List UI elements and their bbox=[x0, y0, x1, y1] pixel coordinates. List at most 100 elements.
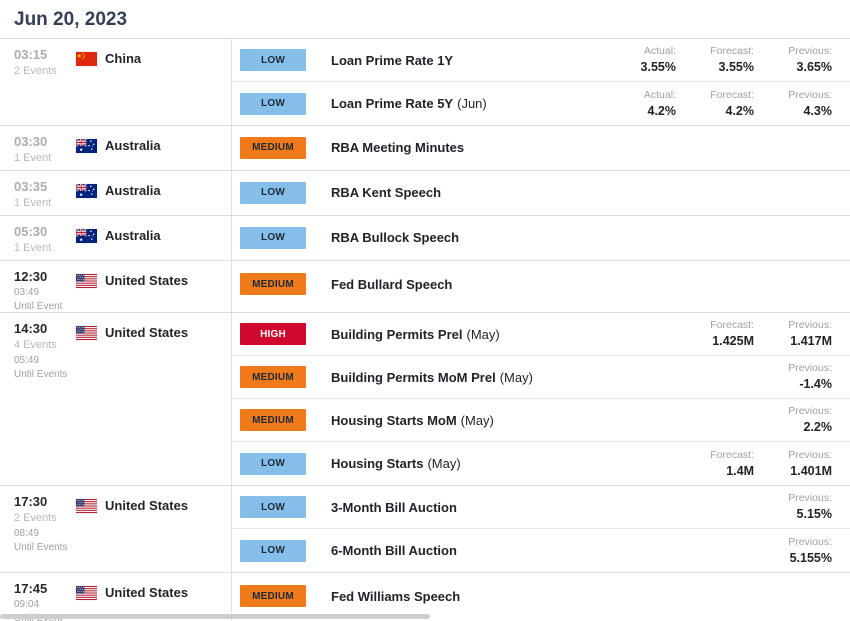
event-name: RBA Kent Speech bbox=[331, 185, 442, 200]
country-name: Australia bbox=[105, 228, 161, 243]
event-row[interactable]: MEDIUM Building Permits MoM Prel (May) Pr… bbox=[232, 356, 850, 399]
event-values: Forecast: 1.425M Previous: 1.417M bbox=[676, 319, 850, 349]
impact-badge-low: LOW bbox=[240, 496, 306, 518]
previous-value: Previous: 1.401M bbox=[788, 448, 832, 478]
event-name: Loan Prime Rate 5Y (Jun) bbox=[331, 96, 487, 111]
impact-badge-medium: MEDIUM bbox=[240, 273, 306, 295]
time-group-1430: 14:30 4 Events 05:49 Until Events United… bbox=[0, 313, 850, 486]
event-values: Previous: -1.4% bbox=[754, 362, 850, 392]
australia-flag-icon bbox=[76, 184, 97, 198]
event-row[interactable]: MEDIUM Housing Starts MoM (May) Previous:… bbox=[232, 399, 850, 442]
title-divider bbox=[0, 38, 850, 39]
events-count: 4 Events bbox=[14, 339, 57, 351]
country-block: Australia bbox=[76, 216, 161, 260]
forecast-value: Forecast: 3.55% bbox=[710, 45, 754, 74]
event-values: Actual: 4.2% Forecast: 4.2% Previous: 4.3% bbox=[598, 89, 850, 119]
event-values: Previous: 5.15% bbox=[754, 492, 850, 522]
forecast-value: Forecast: 1.4M bbox=[710, 448, 754, 478]
united-states-flag-icon bbox=[76, 586, 97, 600]
event-time: 12:30 bbox=[14, 269, 48, 284]
impact-badge-medium: MEDIUM bbox=[240, 366, 306, 388]
time-block: 14:30 4 Events 05:49 Until Events bbox=[0, 313, 76, 485]
time-group-0335: 03:35 1 Event Australia LOW RBA Kent Spe… bbox=[0, 171, 850, 216]
event-name: 3-Month Bill Auction bbox=[331, 499, 457, 515]
page-title: Jun 20, 2023 bbox=[14, 9, 128, 30]
event-row[interactable]: LOW RBA Kent Speech bbox=[232, 171, 850, 214]
country-block: United States bbox=[76, 573, 188, 621]
event-name: 6-Month Bill Auction bbox=[331, 543, 457, 558]
time-block: 12:30 03:49 Until Event bbox=[0, 261, 76, 312]
event-name: Fed Williams Speech bbox=[331, 588, 461, 604]
events-count: 1 Event bbox=[14, 242, 52, 254]
country-block: United States bbox=[76, 313, 188, 485]
event-row[interactable]: LOW Loan Prime Rate 5Y (Jun) Actual: 4.2% … bbox=[232, 82, 850, 125]
time-block: 03:35 1 Event bbox=[0, 171, 76, 215]
impact-badge-low: LOW bbox=[240, 49, 306, 71]
countdown-timer: 05:49 bbox=[14, 355, 40, 366]
countdown-label: Until Events bbox=[14, 542, 68, 553]
event-row[interactable]: LOW RBA Bullock Speech bbox=[232, 216, 850, 259]
impact-badge-low: LOW bbox=[240, 226, 306, 249]
united-states-flag-icon bbox=[76, 499, 97, 513]
previous-value: Previous: 5.15% bbox=[788, 492, 832, 521]
actual-value: Actual: 3.55% bbox=[640, 45, 676, 74]
event-values: Previous: 2.2% bbox=[754, 405, 850, 435]
event-values: Previous: 5.155% bbox=[754, 536, 850, 566]
time-group-1230: 12:30 03:49 Until Event United States ME… bbox=[0, 261, 850, 313]
horizontal-scrollbar[interactable] bbox=[0, 614, 850, 619]
event-row[interactable]: LOW Housing Starts (May) Forecast: 1.4M Pr… bbox=[232, 442, 850, 485]
country-name: United States bbox=[105, 498, 189, 513]
country-block: China bbox=[76, 39, 141, 125]
country-name: Australia bbox=[105, 138, 161, 153]
event-row[interactable]: LOW Loan Prime Rate 1Y Actual: 3.55% Fore… bbox=[232, 39, 850, 82]
event-row[interactable]: MEDIUM RBA Meeting Minutes bbox=[232, 126, 850, 169]
event-time: 14:30 bbox=[14, 321, 48, 336]
event-row[interactable]: MEDIUM Fed Bullard Speech bbox=[232, 261, 850, 307]
event-row[interactable]: LOW 6-Month Bill Auction Previous: 5.155% bbox=[232, 529, 850, 572]
country-block: Australia bbox=[76, 126, 161, 170]
event-time: 03:30 bbox=[14, 134, 48, 149]
time-block: 03:30 1 Event bbox=[0, 126, 76, 170]
australia-flag-icon bbox=[76, 229, 97, 243]
events-count: 1 Event bbox=[14, 152, 52, 164]
event-name: Fed Bullard Speech bbox=[331, 276, 453, 292]
united-states-flag-icon bbox=[76, 274, 97, 288]
impact-badge-low: LOW bbox=[240, 181, 306, 204]
events-count: 2 Events bbox=[14, 512, 57, 524]
events-count: 1 Event bbox=[14, 197, 52, 209]
countdown-timer: 03:49 bbox=[14, 287, 40, 298]
event-row[interactable]: LOW 3-Month Bill Auction Previous: 5.15% bbox=[232, 486, 850, 529]
time-group-0315: 03:15 2 Events China LOW Loan Prime Rate… bbox=[0, 39, 850, 126]
event-time: 17:45 bbox=[14, 581, 48, 596]
event-name: Housing Starts MoM (May) bbox=[331, 412, 494, 428]
previous-value: Previous: 1.417M bbox=[788, 319, 832, 348]
event-time: 03:15 bbox=[14, 47, 48, 62]
event-time: 17:30 bbox=[14, 494, 48, 509]
previous-value: Previous: 2.2% bbox=[788, 405, 832, 434]
previous-value: Previous: 5.155% bbox=[788, 535, 832, 565]
actual-value: Actual: 4.2% bbox=[643, 88, 676, 118]
events-count: 2 Events bbox=[14, 65, 57, 77]
event-name: RBA Bullock Speech bbox=[331, 230, 460, 245]
event-name: RBA Meeting Minutes bbox=[331, 140, 465, 155]
event-row[interactable]: MEDIUM Fed Williams Speech bbox=[232, 573, 850, 619]
time-group-0330: 03:30 1 Event Australia MEDIUM RBA Meeti… bbox=[0, 126, 850, 171]
forecast-value: Forecast: 1.425M bbox=[710, 319, 754, 348]
event-time: 03:35 bbox=[14, 179, 48, 194]
australia-flag-icon bbox=[76, 139, 97, 153]
scrollbar-thumb[interactable] bbox=[0, 614, 430, 619]
countdown-timer: 08:49 bbox=[14, 528, 40, 539]
event-time: 05:30 bbox=[14, 224, 48, 239]
event-row[interactable]: HIGH Building Permits Prel (May) Forecast… bbox=[232, 313, 850, 356]
event-values: Actual: 3.55% Forecast: 3.55% Previous: 3.6… bbox=[598, 45, 850, 75]
impact-badge-low: LOW bbox=[240, 539, 306, 562]
united-states-flag-icon bbox=[76, 326, 97, 340]
time-block: 17:30 2 Events 08:49 Until Events bbox=[0, 486, 76, 572]
event-name: Loan Prime Rate 1Y bbox=[331, 52, 454, 68]
event-name: Building Permits MoM Prel (May) bbox=[331, 369, 533, 385]
event-values: Forecast: 1.4M Previous: 1.401M bbox=[676, 449, 850, 479]
event-name: Housing Starts (May) bbox=[331, 456, 461, 471]
country-name: United States bbox=[105, 585, 189, 600]
event-name: Building Permits Prel (May) bbox=[331, 326, 500, 342]
impact-badge-low: LOW bbox=[240, 452, 306, 475]
